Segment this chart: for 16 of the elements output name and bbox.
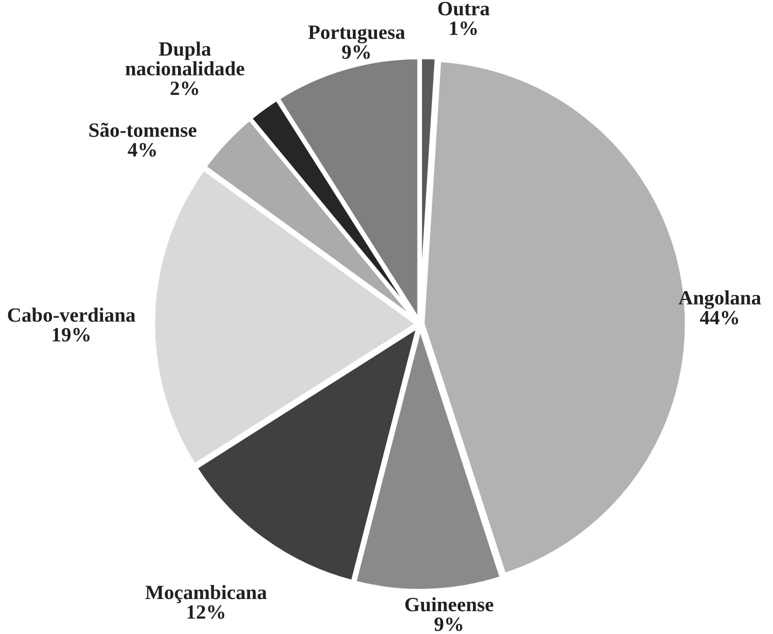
data-label: 2%: [170, 82, 198, 96]
data-label: 19%: [52, 328, 90, 342]
data-label: 12%: [188, 605, 224, 619]
data-label: 1%: [450, 21, 477, 36]
data-label: 9%: [342, 45, 370, 59]
data-label: 9%: [434, 617, 462, 632]
data-label: 4%: [128, 143, 156, 157]
slice-label: Guineense: [405, 597, 494, 612]
data-label: 44%: [700, 310, 738, 324]
slice-label: Outra: [438, 2, 490, 16]
slice-label: Portuguesa: [308, 26, 405, 44]
slice-label: Dupla nacionalidade: [126, 42, 244, 76]
slice-label: Moçambicana: [145, 585, 267, 604]
slice-label: São-tomense: [89, 122, 196, 137]
slice-label: Angolana: [678, 290, 761, 309]
slice-label: Cabo-verdiana: [8, 308, 136, 322]
